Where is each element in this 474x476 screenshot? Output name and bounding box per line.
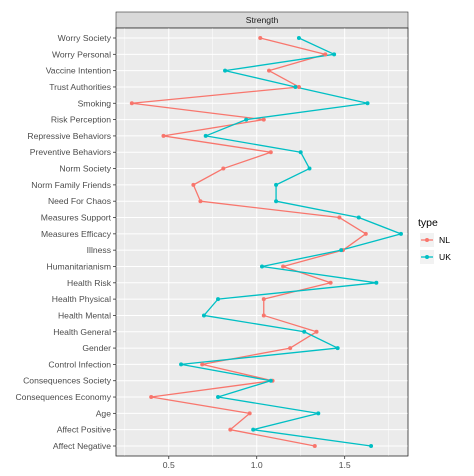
data-point-uk bbox=[203, 133, 208, 138]
data-point-nl bbox=[161, 133, 166, 138]
data-point-uk bbox=[339, 248, 344, 253]
data-point-nl bbox=[281, 264, 286, 269]
legend-title: type bbox=[418, 217, 438, 229]
data-point-uk bbox=[201, 313, 206, 318]
legend-key-point bbox=[425, 255, 429, 259]
y-tick-label: Worry Society bbox=[58, 33, 112, 43]
data-point-uk bbox=[268, 378, 273, 383]
y-tick-label: Risk Perception bbox=[51, 115, 111, 125]
data-point-uk bbox=[298, 150, 303, 155]
data-point-nl bbox=[314, 329, 319, 334]
x-axis: 0.5 1.0 1.5 bbox=[163, 456, 351, 470]
data-point-nl bbox=[363, 231, 368, 236]
y-tick-label: Health General bbox=[53, 327, 111, 337]
data-point-uk bbox=[365, 101, 370, 106]
y-tick-label: Consequences Society bbox=[23, 376, 112, 386]
x-tick-label: 1.0 bbox=[251, 460, 263, 470]
data-point-nl bbox=[288, 346, 293, 351]
data-point-nl bbox=[261, 313, 266, 318]
y-tick-label: Repressive Behaviors bbox=[27, 131, 111, 141]
y-tick-label: Health Mental bbox=[58, 310, 111, 320]
series-line-nl bbox=[131, 37, 367, 447]
y-tick-label: Measures Efficacy bbox=[41, 229, 112, 239]
y-tick-label: Worry Personal bbox=[52, 49, 111, 59]
data-point-nl bbox=[200, 362, 205, 367]
data-point-nl bbox=[129, 101, 134, 106]
data-point-uk bbox=[293, 84, 298, 89]
data-point-uk bbox=[274, 199, 279, 204]
data-point-uk bbox=[302, 329, 307, 334]
y-tick-label: Affect Negative bbox=[53, 441, 111, 451]
data-point-uk bbox=[369, 444, 374, 448]
legend-label-nl: NL bbox=[439, 235, 450, 245]
y-tick-label: Health Physical bbox=[52, 294, 111, 304]
data-point-nl bbox=[247, 411, 252, 416]
data-point-uk bbox=[216, 297, 221, 302]
y-tick-label: Trust Authorities bbox=[49, 82, 111, 92]
minor-gridlines bbox=[124, 28, 389, 456]
data-point-nl bbox=[228, 427, 233, 432]
y-tick-label: Smoking bbox=[78, 98, 112, 108]
data-point-uk bbox=[260, 264, 264, 269]
series-line-uk bbox=[180, 37, 402, 447]
legend-key-point bbox=[425, 238, 429, 242]
data-point-nl bbox=[149, 395, 154, 400]
y-tick-label: Health Risk bbox=[67, 278, 112, 288]
data-point-nl bbox=[261, 117, 266, 122]
x-tick-label: 0.5 bbox=[163, 460, 175, 470]
data-point-uk bbox=[216, 395, 221, 400]
y-tick-label: Vaccine Intention bbox=[46, 66, 112, 76]
data-point-uk bbox=[356, 215, 361, 220]
y-tick-label: Gender bbox=[82, 343, 111, 353]
y-tick-label: Need For Chaos bbox=[48, 196, 111, 206]
data-point-uk bbox=[332, 52, 337, 57]
y-tick-label: Control Infection bbox=[48, 359, 111, 369]
x-tick-label: 1.5 bbox=[339, 460, 351, 470]
y-tick-label: Consequences Economy bbox=[15, 392, 111, 402]
data-point-uk bbox=[316, 411, 321, 416]
data-point-nl bbox=[312, 444, 317, 448]
data-point-nl bbox=[221, 166, 226, 171]
y-tick-label: Age bbox=[96, 408, 112, 418]
y-axis: Worry Society Worry Personal Vaccine Inten… bbox=[15, 33, 116, 451]
data-point-uk bbox=[244, 117, 249, 122]
y-tick-label: Preventive Behaviors bbox=[30, 147, 111, 157]
data-point-uk bbox=[179, 362, 184, 367]
data-point-nl bbox=[198, 199, 203, 204]
legend-items: NL UK bbox=[420, 233, 451, 264]
data-point-uk bbox=[398, 231, 403, 236]
data-point-nl bbox=[323, 52, 328, 57]
data-point-nl bbox=[258, 36, 263, 40]
data-point-uk bbox=[296, 36, 301, 40]
data-point-nl bbox=[337, 215, 342, 220]
y-tick-label: Norm Family Friends bbox=[31, 180, 111, 190]
data-point-nl bbox=[296, 84, 301, 89]
data-point-uk bbox=[251, 427, 256, 432]
data-point-nl bbox=[267, 68, 272, 73]
data-point-nl bbox=[328, 280, 333, 285]
panel-border bbox=[115, 27, 409, 457]
data-point-uk bbox=[335, 346, 340, 351]
series-layer bbox=[129, 36, 403, 448]
legend-label-uk: UK bbox=[439, 252, 451, 262]
facet-strip-title: Strength bbox=[246, 15, 279, 25]
y-tick-label: Affect Positive bbox=[57, 425, 112, 435]
data-point-nl bbox=[261, 297, 266, 302]
data-point-uk bbox=[274, 182, 279, 187]
y-tick-label: Humanitarianism bbox=[47, 261, 111, 271]
data-point-uk bbox=[223, 68, 228, 73]
data-point-nl bbox=[191, 182, 196, 187]
legend: type NL UK bbox=[418, 217, 451, 264]
y-tick-label: Illness bbox=[87, 245, 111, 255]
plot-panel bbox=[115, 27, 409, 457]
y-tick-label: Norm Society bbox=[59, 164, 111, 174]
y-tick-label: Measures Support bbox=[41, 213, 112, 223]
data-point-uk bbox=[307, 166, 312, 171]
data-point-uk bbox=[374, 280, 379, 285]
data-point-nl bbox=[268, 150, 273, 155]
